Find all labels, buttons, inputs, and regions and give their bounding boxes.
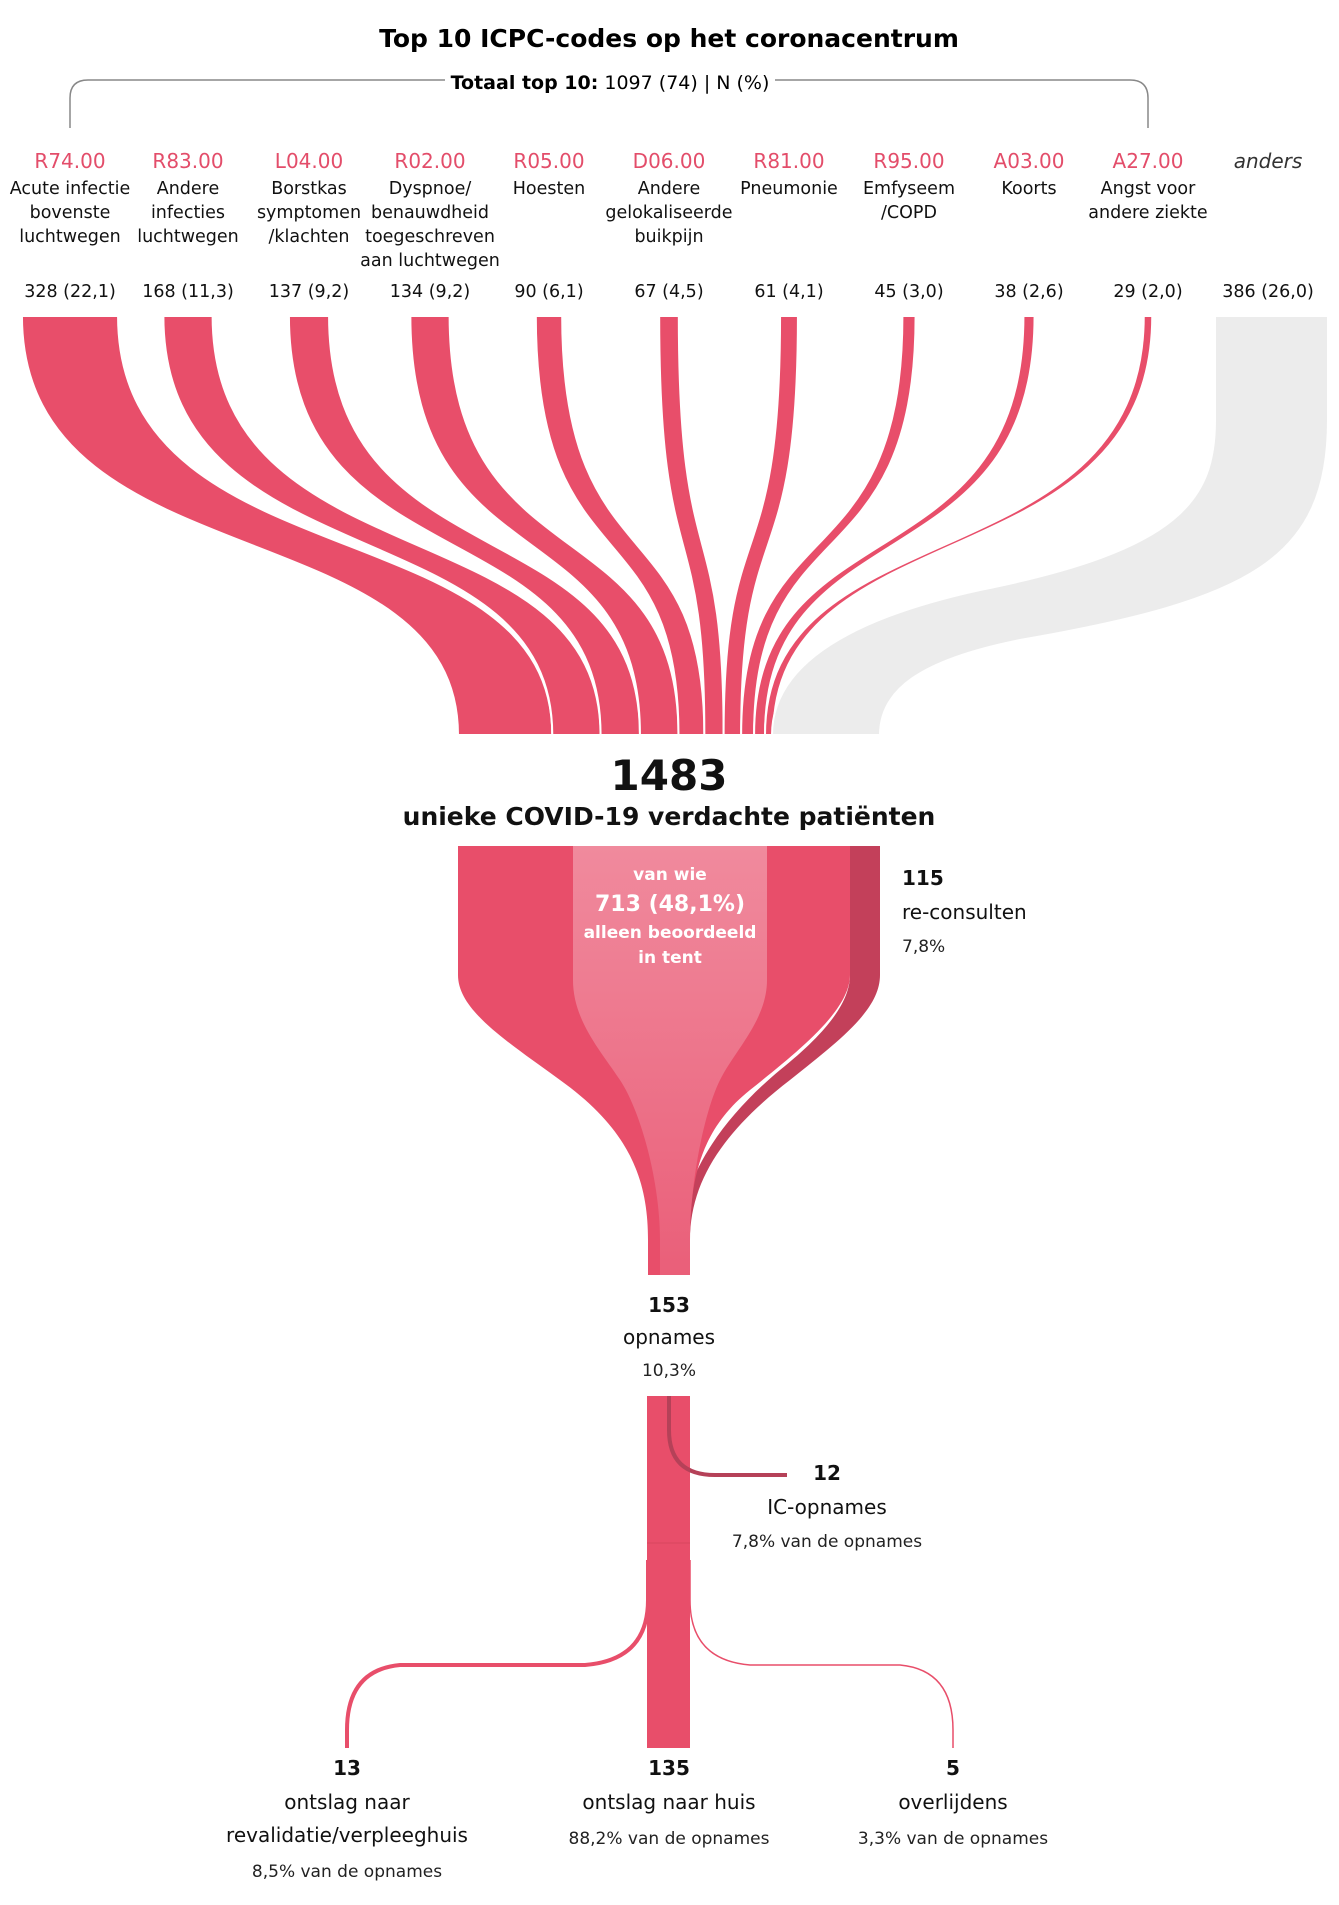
- tent-line1: van wie: [633, 865, 707, 885]
- other-count: 386 (26,0): [1222, 282, 1314, 302]
- code-label: R02.00: [394, 149, 465, 173]
- ic-flow: [667, 1396, 787, 1477]
- code-label: A03.00: [994, 149, 1065, 173]
- ic-pct: 7,8% van de opnames: [732, 1532, 922, 1552]
- code-description: /klachten: [268, 227, 349, 247]
- reconsult-pct: 7,8%: [902, 937, 945, 957]
- code-description: Andere: [638, 179, 701, 199]
- code-description: symptomen: [257, 203, 361, 223]
- tent-line4: in tent: [638, 948, 702, 968]
- outcome-number: 13: [333, 1756, 361, 1780]
- code-headers: R74.00 Acute infectie bovenste luchtwegen 32…: [10, 149, 1314, 302]
- ribbons: [20, 315, 1329, 736]
- code-count: 67 (4,5): [634, 282, 703, 302]
- tent-line2: 713 (48,1%): [595, 892, 745, 917]
- admissions-label: opnames: [623, 1325, 715, 1349]
- code-description: Dyspnoe/: [389, 179, 472, 199]
- ic-number: 12: [813, 1461, 841, 1485]
- code-count: 137 (9,2): [269, 282, 349, 302]
- subtitle-bracket: [69, 79, 1149, 128]
- code-label: L04.00: [275, 149, 343, 173]
- other-label: anders: [1234, 149, 1303, 173]
- code-label: R05.00: [513, 149, 584, 173]
- code-description: toegeschreven: [365, 227, 495, 247]
- total-number: 1483: [611, 751, 728, 800]
- code-description: Pneumonie: [740, 179, 838, 199]
- admissions-number: 153: [648, 1293, 690, 1317]
- code-description: Hoesten: [513, 179, 585, 199]
- outcome-flow-death: [689, 1560, 954, 1748]
- tent-line3: alleen beoordeeld: [584, 923, 757, 943]
- outcome-number: 135: [648, 1756, 690, 1780]
- outcome-pct: 8,5% van de opnames: [252, 1862, 442, 1882]
- outcome-pct: 3,3% van de opnames: [858, 1829, 1048, 1849]
- code-label: R74.00: [34, 149, 105, 173]
- subtitle-rest: 1097 (74) | N (%): [598, 72, 769, 94]
- outcome-label: ontslag naar huis: [582, 1790, 755, 1814]
- code-description: /COPD: [881, 203, 937, 223]
- subtitle: Totaal top 10: 1097 (74) | N (%): [451, 72, 770, 94]
- code-count: 168 (11,3): [142, 282, 234, 302]
- code-description: buikpijn: [634, 227, 703, 247]
- code-description: andere ziekte: [1088, 203, 1207, 223]
- outcome-label: ontslag naar: [284, 1790, 410, 1814]
- code-count: 90 (6,1): [514, 282, 583, 302]
- subtitle-bold: Totaal top 10:: [451, 72, 599, 94]
- outcome-label: overlijdens: [898, 1790, 1007, 1814]
- code-description: gelokaliseerde: [605, 203, 732, 223]
- code-description: luchtwegen: [137, 227, 239, 247]
- code-label: D06.00: [633, 149, 706, 173]
- reconsult-band: [680, 846, 880, 1275]
- ic-label: IC-opnames: [767, 1495, 887, 1519]
- code-description: infecties: [151, 203, 225, 223]
- total-label: unieke COVID-19 verdachte patiënten: [403, 802, 936, 831]
- tent-band: [573, 846, 767, 1275]
- code-count: 328 (22,1): [24, 282, 116, 302]
- code-count: 134 (9,2): [390, 282, 470, 302]
- outcome-pct: 88,2% van de opnames: [569, 1829, 770, 1849]
- code-count: 29 (2,0): [1113, 282, 1182, 302]
- code-label: R95.00: [873, 149, 944, 173]
- chart-title: Top 10 ICPC-codes op het coronacentrum: [379, 24, 959, 53]
- code-description: bovenste: [30, 203, 111, 223]
- outcomes: 13 ontslag naar revalidatie/verpleeghuis 8,…: [226, 1756, 1048, 1882]
- code-count: 45 (3,0): [874, 282, 943, 302]
- code-description: luchtwegen: [19, 227, 121, 247]
- outcome-number: 5: [946, 1756, 960, 1780]
- code-label: R83.00: [152, 149, 223, 173]
- code-description: Acute infectie: [10, 179, 131, 199]
- code-description: Borstkas: [271, 179, 347, 199]
- code-description: Koorts: [1001, 179, 1056, 199]
- outcome-flow-rehab: [345, 1560, 650, 1748]
- code-description: Andere: [157, 179, 220, 199]
- admissions-bar: [647, 1396, 690, 1748]
- code-count: 61 (4,1): [754, 282, 823, 302]
- admissions-pct: 10,3%: [642, 1361, 696, 1381]
- code-label: R81.00: [753, 149, 824, 173]
- code-description: aan luchtwegen: [360, 251, 500, 271]
- ribbon-other: [770, 315, 1329, 736]
- ribbon-R74.00: [20, 315, 554, 736]
- reconsult-label: re-consulten: [902, 900, 1027, 924]
- code-count: 38 (2,6): [994, 282, 1063, 302]
- code-description: benauwdheid: [371, 203, 489, 223]
- code-label: A27.00: [1113, 149, 1184, 173]
- code-description: Angst voor: [1101, 179, 1196, 199]
- code-description: Emfyseem: [863, 179, 955, 199]
- outcome-label: revalidatie/verpleeghuis: [226, 1823, 468, 1847]
- ribbon-R81.00: [722, 315, 799, 736]
- reconsult-number: 115: [902, 866, 944, 890]
